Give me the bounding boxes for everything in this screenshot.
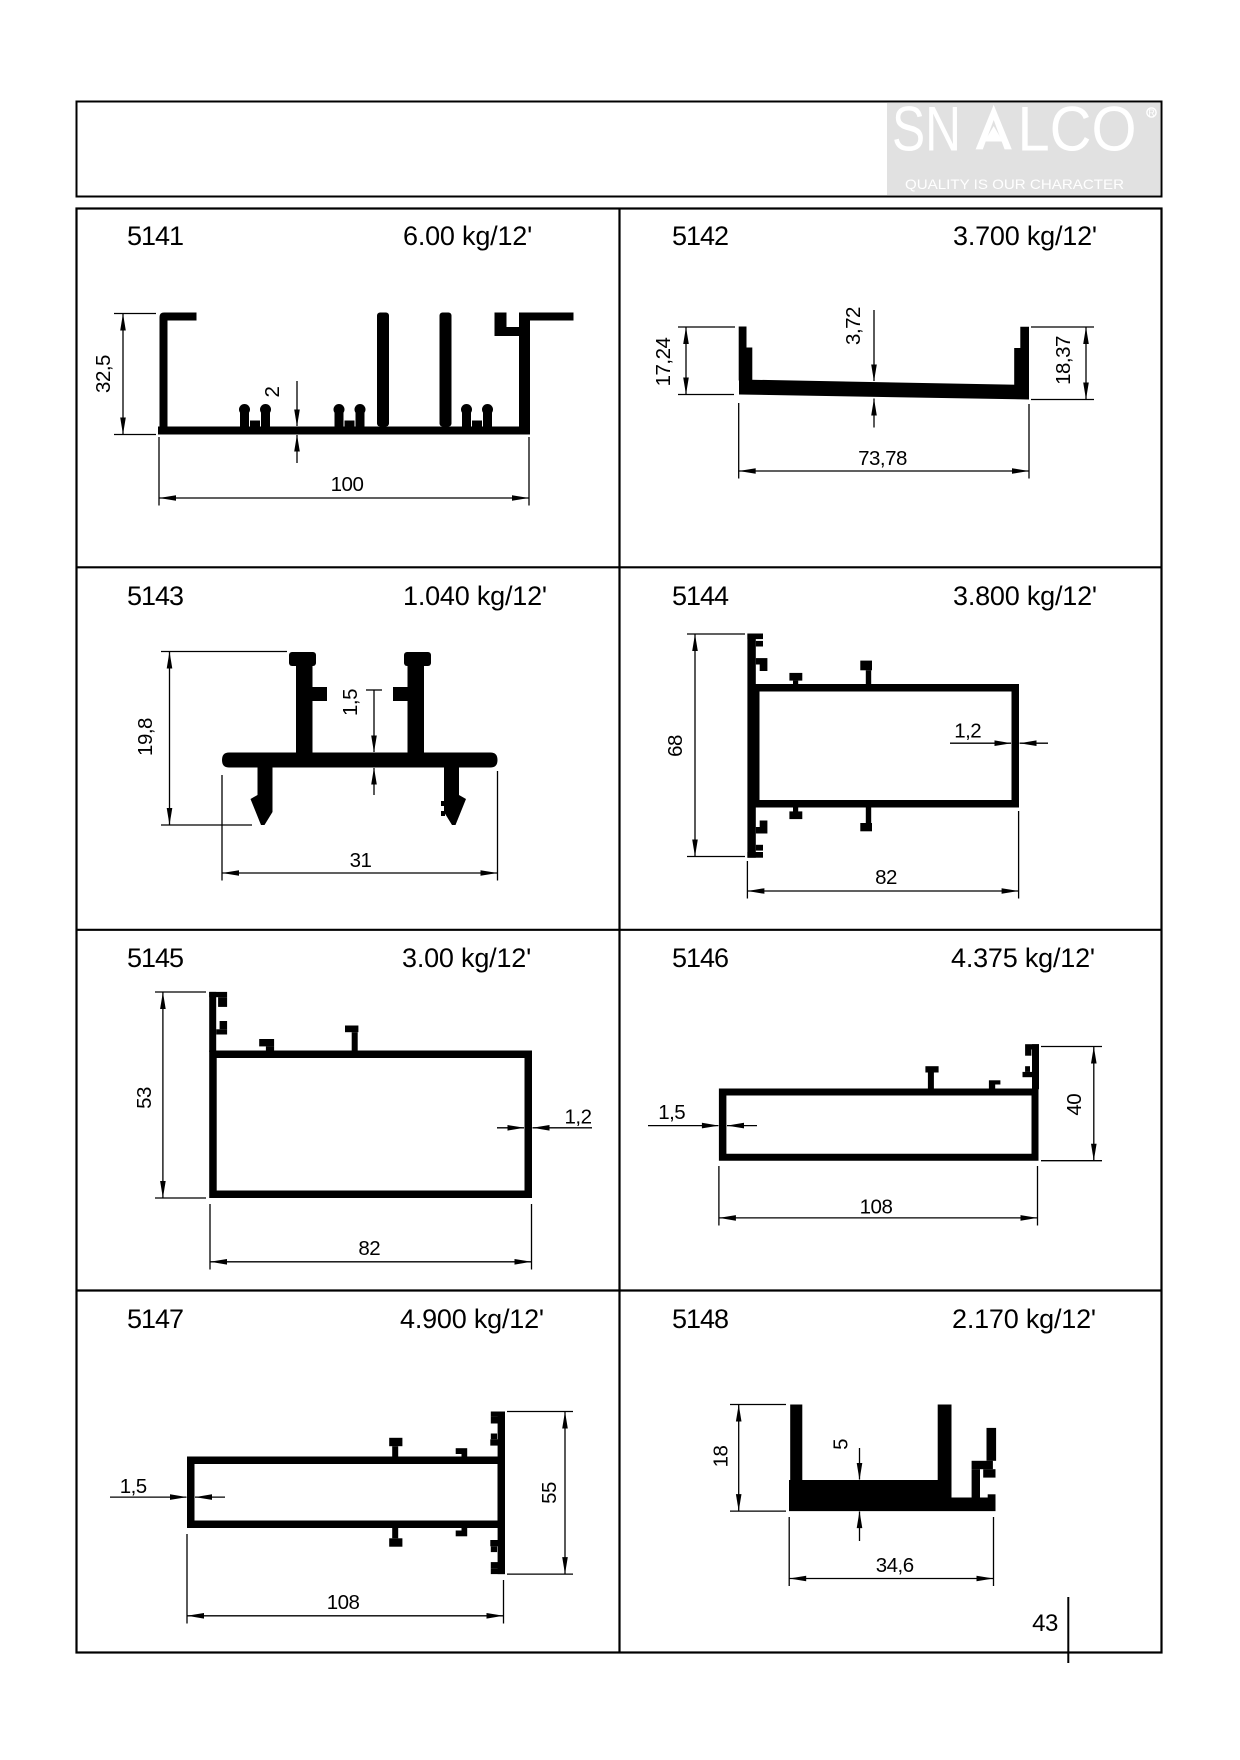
svg-text:5143: 5143 <box>127 581 183 611</box>
svg-text:4.375 kg/12': 4.375 kg/12' <box>951 943 1095 973</box>
svg-text:32,5: 32,5 <box>92 355 115 393</box>
svg-text:2.170 kg/12': 2.170 kg/12' <box>952 1304 1096 1334</box>
svg-text:1.040 kg/12': 1.040 kg/12' <box>403 581 547 611</box>
svg-text:108: 108 <box>860 1196 893 1219</box>
svg-text:2: 2 <box>261 386 284 397</box>
svg-text:108: 108 <box>327 1591 360 1614</box>
svg-text:5145: 5145 <box>127 943 183 973</box>
svg-text:5146: 5146 <box>672 943 728 973</box>
svg-text:1,5: 1,5 <box>120 1475 147 1498</box>
svg-text:4.900 kg/12': 4.900 kg/12' <box>400 1304 544 1334</box>
svg-text:3.00 kg/12': 3.00 kg/12' <box>402 943 531 973</box>
svg-text:5148: 5148 <box>672 1304 728 1334</box>
svg-text:18: 18 <box>710 1446 733 1468</box>
svg-text:1,2: 1,2 <box>954 720 981 743</box>
svg-text:17,24: 17,24 <box>652 338 675 387</box>
svg-text:68: 68 <box>664 735 687 757</box>
svg-text:5142: 5142 <box>672 221 728 251</box>
svg-text:3.800 kg/12': 3.800 kg/12' <box>953 581 1097 611</box>
svg-text:SN: SN <box>892 95 961 165</box>
svg-text:82: 82 <box>875 866 897 889</box>
svg-text:3,72: 3,72 <box>842 307 865 345</box>
svg-text:82: 82 <box>358 1237 380 1260</box>
svg-text:QUALITY IS OUR CHARACTER: QUALITY IS OUR CHARACTER <box>905 176 1124 192</box>
svg-text:34,6: 34,6 <box>876 1554 914 1577</box>
svg-text:100: 100 <box>331 473 364 496</box>
svg-text:5147: 5147 <box>127 1304 183 1334</box>
svg-text:43: 43 <box>1032 1610 1058 1637</box>
svg-text:6.00 kg/12': 6.00 kg/12' <box>403 221 532 251</box>
svg-text:73,78: 73,78 <box>858 447 907 470</box>
svg-text:5: 5 <box>829 1439 852 1450</box>
svg-text:1,5: 1,5 <box>339 689 362 716</box>
svg-text:19,8: 19,8 <box>134 718 157 756</box>
svg-text:5141: 5141 <box>127 221 183 251</box>
svg-text:1,2: 1,2 <box>565 1105 592 1128</box>
svg-text:18,37: 18,37 <box>1052 336 1075 385</box>
svg-text:31: 31 <box>350 849 372 872</box>
svg-text:53: 53 <box>133 1087 156 1109</box>
svg-text:R: R <box>1148 108 1155 118</box>
svg-text:3.700 kg/12': 3.700 kg/12' <box>953 221 1097 251</box>
svg-text:40: 40 <box>1063 1094 1086 1116</box>
svg-text:55: 55 <box>538 1482 561 1504</box>
svg-text:1,5: 1,5 <box>658 1101 685 1124</box>
svg-text:LCO: LCO <box>1018 95 1137 165</box>
svg-text:5144: 5144 <box>672 581 729 611</box>
